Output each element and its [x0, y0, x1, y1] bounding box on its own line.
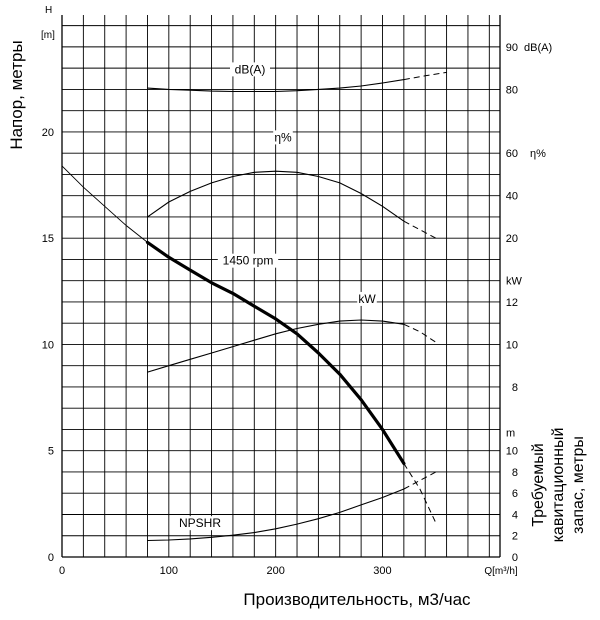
- right-tick-label: 6: [512, 488, 518, 500]
- series-label: η%: [274, 130, 292, 144]
- curve-1450rpm-extension: [403, 463, 437, 524]
- y-tick-label: 20: [42, 127, 54, 139]
- x-tick-label: 100: [160, 565, 178, 577]
- curve-npshr: [147, 488, 405, 542]
- curve-1450rpm-thin: [61, 165, 148, 243]
- y-tick-label: 0: [48, 552, 54, 564]
- curve-dba: [147, 79, 404, 93]
- y-unit-label: [m]: [41, 30, 55, 41]
- curve-dba-extension: [403, 71, 447, 81]
- right-tick-label: 60: [506, 148, 518, 160]
- right-tick-label: 8: [512, 467, 518, 479]
- right-tick-label: 4: [512, 509, 518, 521]
- right-tick-label: 80: [506, 84, 518, 96]
- series-label-bg: [273, 130, 293, 145]
- right-unit-label: η%: [530, 148, 546, 160]
- right-unit-label: dB(A): [524, 42, 552, 54]
- series-label: dB(A): [235, 62, 266, 76]
- curve-kw: [147, 319, 404, 373]
- right-tick-label: 10: [506, 446, 518, 458]
- y-tick-label: 5: [48, 446, 54, 458]
- curve-npshr-extension: [403, 471, 437, 490]
- right-tick-label: 40: [506, 191, 518, 203]
- x-tick-label: 200: [266, 565, 284, 577]
- right-tick-label: 2: [512, 531, 518, 543]
- labels: Производительность, м3/час Напор, метры Тр…: [7, 40, 587, 609]
- series-label-bg: [230, 62, 270, 77]
- series-label: NPSHR: [179, 516, 221, 530]
- series-label: 1450 rpm: [223, 254, 274, 268]
- series-label-bg: [180, 516, 220, 531]
- curves: [61, 71, 447, 542]
- curve-1450rpm: [145, 240, 406, 466]
- x-axis-title: Производительность, м3/час: [243, 590, 471, 609]
- right-tick-label: 20: [506, 233, 518, 245]
- curve--extension: [403, 220, 437, 239]
- x-tick-label: 0: [59, 565, 65, 577]
- right-axis-title-line: Требуемый: [530, 443, 547, 526]
- right-unit-label: m: [506, 428, 515, 440]
- y-tick-label: 15: [42, 233, 54, 245]
- series-label-bg: [357, 291, 377, 306]
- right-tick-label: 12: [506, 297, 518, 309]
- y-axis-title: Напор, метры: [7, 40, 26, 149]
- series-label-bg: [217, 253, 279, 268]
- x-tick-label: 300: [373, 565, 391, 577]
- grid: [62, 15, 500, 557]
- series-label: kW: [358, 292, 376, 306]
- right-tick-label: 0: [512, 552, 518, 564]
- right-tick-label: 8: [512, 382, 518, 394]
- curve-kw-extension: [403, 323, 437, 343]
- right-unit-label: kW: [506, 276, 523, 288]
- x-unit-label: Q[m³/h]: [484, 566, 518, 577]
- right-axis-title-line: кавитационный: [550, 428, 567, 543]
- right-tick-label: 90: [506, 42, 518, 54]
- right-axis-title-line: запас, метры: [570, 436, 587, 534]
- curve-: [147, 170, 405, 222]
- right-tick-label: 10: [506, 339, 518, 351]
- y-tick-label: 10: [42, 339, 54, 351]
- y-unit-label: H: [45, 5, 52, 16]
